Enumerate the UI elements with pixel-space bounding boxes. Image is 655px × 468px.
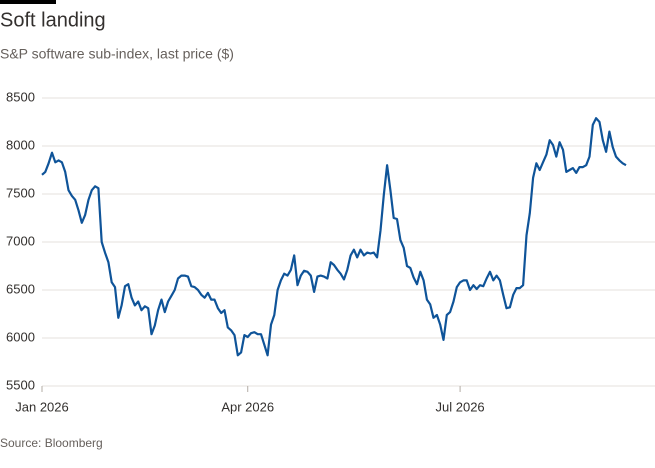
x-tick-label: Apr 2026 bbox=[221, 399, 274, 414]
brand-bar bbox=[0, 0, 56, 4]
source: Source: Bloomberg bbox=[0, 436, 103, 450]
chart-title: Soft landing bbox=[0, 9, 106, 31]
y-tick-label: 6500 bbox=[6, 281, 35, 296]
x-tick-label: Jan 2026 bbox=[15, 399, 69, 414]
y-tick-label: 8500 bbox=[6, 89, 35, 104]
y-tick-label: 7500 bbox=[6, 185, 35, 200]
y-tick-label: 6000 bbox=[6, 329, 35, 344]
chart-subtitle: S&P software sub-index, last price ($) bbox=[0, 46, 234, 62]
y-tick-label: 8000 bbox=[6, 137, 35, 152]
x-tick-label: Jul 2026 bbox=[436, 399, 485, 414]
y-tick-label: 5500 bbox=[6, 377, 35, 392]
price-line bbox=[41, 117, 627, 357]
y-tick-label: 7000 bbox=[6, 233, 35, 248]
